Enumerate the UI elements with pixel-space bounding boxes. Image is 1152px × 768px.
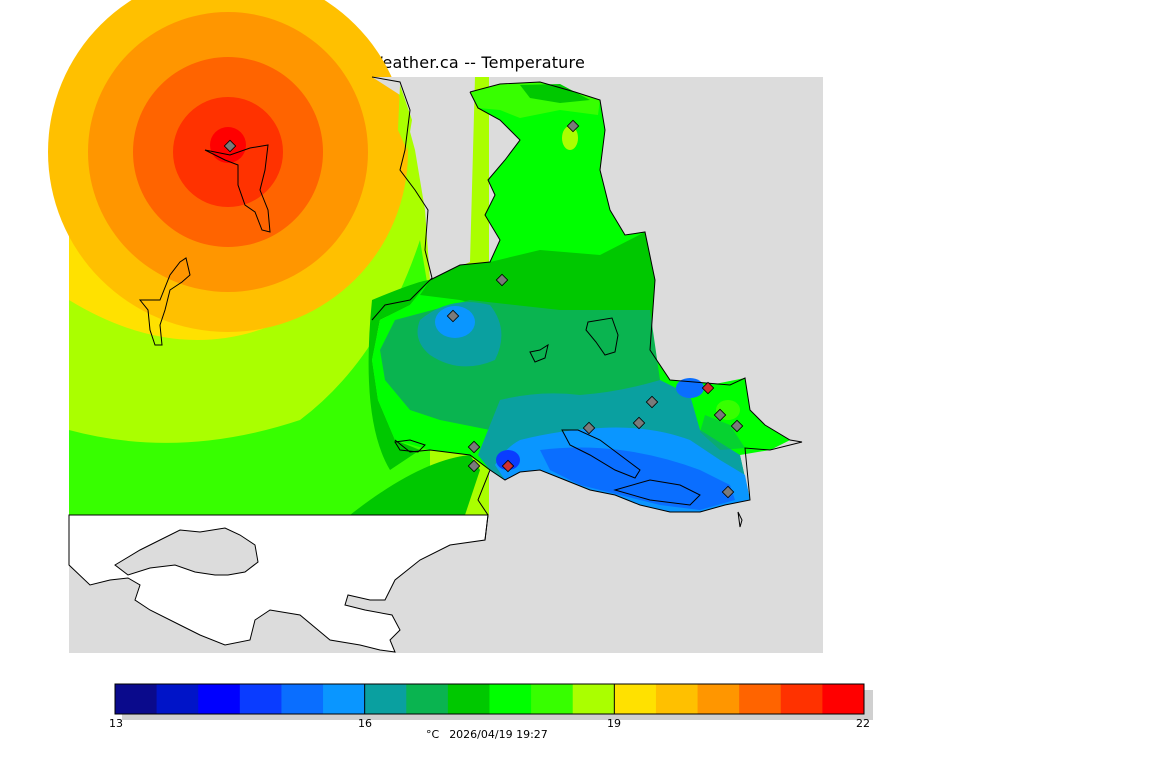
station-marker[interactable] (467, 459, 481, 473)
color-scale-swatch (614, 684, 657, 714)
scale-caption: °C 2026/04/19 19:27 (426, 728, 558, 741)
color-scale-border (114, 683, 865, 715)
station-marker[interactable] (730, 419, 744, 433)
station-marker[interactable] (467, 440, 481, 454)
color-scale-swatch (447, 684, 490, 714)
coastlines (138, 76, 803, 541)
weather-stations (223, 119, 744, 499)
color-scale-swatch (822, 684, 865, 714)
color-scale-swatch (364, 684, 407, 714)
station-marker[interactable] (446, 309, 460, 323)
color-scale-swatch (323, 684, 366, 714)
scale-tick-label: 19 (607, 717, 621, 730)
coastline-south-inland (114, 527, 259, 576)
color-scale-swatch (115, 684, 158, 714)
timestamp-label: 2026/04/19 19:27 (449, 728, 548, 741)
station-marker[interactable] (721, 485, 735, 499)
color-scale-swatch (531, 684, 574, 714)
station-marker[interactable] (582, 421, 596, 435)
station-marker[interactable] (495, 273, 509, 287)
color-scale-swatch (697, 684, 740, 714)
scale-tick-label: 22 (856, 717, 870, 730)
color-scale-swatch (780, 684, 823, 714)
color-scale-swatches (115, 684, 865, 714)
color-scale-swatch (739, 684, 782, 714)
station-marker[interactable] (223, 139, 237, 153)
units-label: °C (426, 728, 440, 741)
color-scale-swatch (406, 684, 449, 714)
island-contours (372, 82, 790, 512)
color-scale-swatch (655, 684, 699, 714)
station-marker[interactable] (701, 381, 715, 395)
station-marker[interactable] (501, 459, 515, 473)
scale-tick-label: 16 (358, 717, 372, 730)
color-scale-swatch (281, 684, 324, 714)
station-marker[interactable] (645, 395, 659, 409)
scale-tick-label: 13 (109, 717, 123, 730)
station-marker[interactable] (632, 416, 646, 430)
color-scale-swatch (239, 684, 282, 714)
color-scale-swatch (489, 684, 532, 714)
color-scale-swatch (572, 684, 615, 714)
station-marker[interactable] (713, 408, 727, 422)
color-scale-swatch (156, 684, 199, 714)
station-marker[interactable] (566, 119, 580, 133)
color-scale-swatch (198, 684, 241, 714)
